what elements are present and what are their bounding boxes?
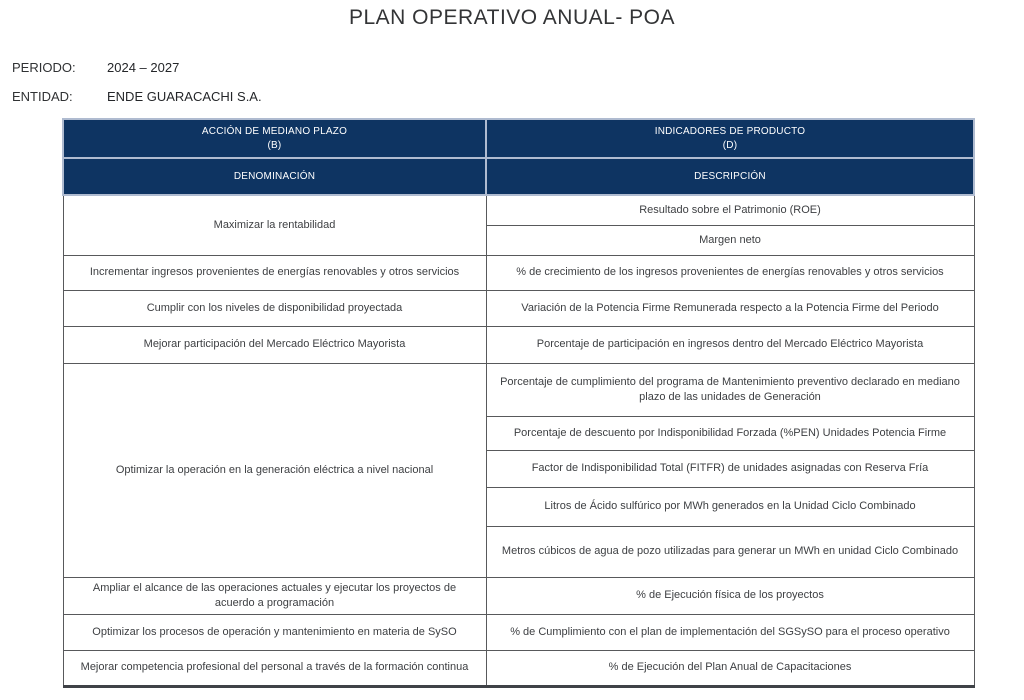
header-accion-mediano-plazo: ACCIÓN DE MEDIANO PLAZO (B) <box>62 118 487 159</box>
subheader-descripcion: DESCRIPCIÓN <box>485 157 975 196</box>
header-indicadores-line1: INDICADORES DE PRODUCTO <box>654 125 806 137</box>
table-row: Maximizar la rentabilidad Resultado sobr… <box>62 194 975 256</box>
indicador-cell: % de Ejecución del Plan Anual de Capacit… <box>485 649 975 688</box>
page-title: PLAN OPERATIVO ANUAL- POA <box>348 6 676 29</box>
indicador-cell: Litros de Ácido sulfúrico por MWh genera… <box>485 486 975 527</box>
accion-cell: Maximizar la rentabilidad <box>62 194 487 256</box>
indicador-cell: Porcentaje de cumplimiento del programa … <box>485 362 975 417</box>
indicador-cell: Margen neto <box>485 224 975 256</box>
indicador-cell: % de Cumplimiento con el plan de impleme… <box>485 613 975 651</box>
subheader-denominacion: DENOMINACIÓN <box>62 157 487 196</box>
accion-cell: Mejorar competencia profesional del pers… <box>62 649 487 688</box>
table-row: Optimizar la operación en la generación … <box>62 362 975 578</box>
table-row: Margen neto <box>63 224 975 256</box>
periodo-label: PERIODO: <box>12 60 76 75</box>
indicador-cell: Porcentaje de descuento por Indisponibil… <box>485 415 975 451</box>
indicador-cell: % de crecimiento de los ingresos proveni… <box>485 254 975 291</box>
table-row: Porcentaje de descuento por Indisponibil… <box>63 415 975 451</box>
accion-cell: Incrementar ingresos provenientes de ene… <box>62 254 487 291</box>
accion-cell: Mejorar participación del Mercado Eléctr… <box>62 325 487 364</box>
table-row: Optimizar los procesos de operación y ma… <box>62 613 975 651</box>
table-row: Litros de Ácido sulfúrico por MWh genera… <box>63 486 975 527</box>
header-accion-line1: ACCIÓN DE MEDIANO PLAZO <box>201 125 348 137</box>
indicador-cell: Porcentaje de participación en ingresos … <box>485 325 975 364</box>
table-row: Cumplir con los niveles de disponibilida… <box>62 289 975 327</box>
table-row: Ampliar el alcance de las operaciones ac… <box>62 576 975 615</box>
indicador-cell: % de Ejecución física de los proyectos <box>485 576 975 615</box>
entidad-row: ENTIDAD: ENDE GUARACACHI S.A. <box>12 89 262 104</box>
header-indicadores-line2: (D) <box>722 140 738 151</box>
periodo-row: PERIODO: 2024 – 2027 <box>12 60 179 75</box>
accion-cell: Optimizar la operación en la generación … <box>62 362 487 578</box>
header-indicadores-producto: INDICADORES DE PRODUCTO (D) <box>485 118 975 159</box>
table-row: Mejorar participación del Mercado Eléctr… <box>62 325 975 364</box>
table-row: Metros cúbicos de agua de pozo utilizada… <box>63 525 975 578</box>
table-row: Mejorar competencia profesional del pers… <box>62 649 975 688</box>
accion-cell: Ampliar el alcance de las operaciones ac… <box>62 576 487 615</box>
indicador-cell: Factor de Indisponibilidad Total (FITFR)… <box>485 449 975 488</box>
entidad-label: ENTIDAD: <box>12 89 73 104</box>
poa-table: ACCIÓN DE MEDIANO PLAZO (B) INDICADORES … <box>62 118 975 688</box>
indicador-cell: Resultado sobre el Patrimonio (ROE) <box>485 194 975 226</box>
entidad-value: ENDE GUARACACHI S.A. <box>107 89 262 104</box>
periodo-value: 2024 – 2027 <box>107 60 180 75</box>
header-accion-line2: (B) <box>267 140 282 151</box>
accion-cell: Cumplir con los niveles de disponibilida… <box>62 289 487 327</box>
indicador-cell: Variación de la Potencia Firme Remunerad… <box>485 289 975 327</box>
indicador-cell: Metros cúbicos de agua de pozo utilizada… <box>485 525 975 578</box>
accion-cell: Optimizar los procesos de operación y ma… <box>62 613 487 651</box>
table-row: Incrementar ingresos provenientes de ene… <box>62 254 975 291</box>
